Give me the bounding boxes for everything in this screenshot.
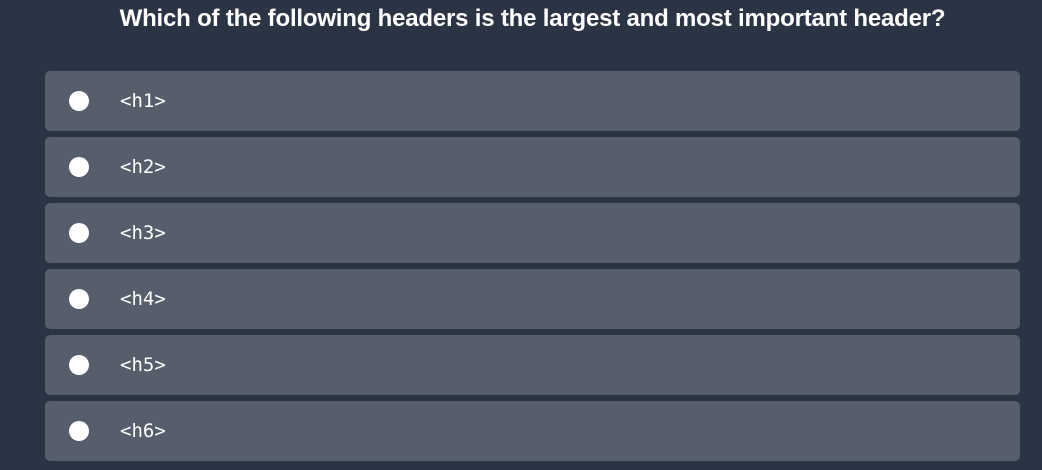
question-title: Which of the following headers is the la…: [119, 5, 946, 32]
radio-button[interactable]: [69, 421, 89, 441]
radio-button[interactable]: [69, 355, 89, 375]
radio-button[interactable]: [69, 157, 89, 177]
answer-option-h5[interactable]: <h5>: [45, 335, 1020, 395]
answer-option-label: <h5>: [120, 354, 166, 376]
answer-option-label: <h3>: [120, 222, 166, 244]
answer-options-list: <h1> <h2> <h3> <h4> <h5> <h6>: [45, 71, 1020, 467]
answer-option-label: <h2>: [120, 156, 166, 178]
answer-option-h1[interactable]: <h1>: [45, 71, 1020, 131]
answer-option-h4[interactable]: <h4>: [45, 269, 1020, 329]
answer-option-label: <h6>: [120, 420, 166, 442]
radio-button[interactable]: [69, 223, 89, 243]
answer-option-h2[interactable]: <h2>: [45, 137, 1020, 197]
answer-option-h3[interactable]: <h3>: [45, 203, 1020, 263]
answer-option-label: <h4>: [120, 288, 166, 310]
radio-button[interactable]: [69, 91, 89, 111]
answer-option-h6[interactable]: <h6>: [45, 401, 1020, 461]
answer-option-label: <h1>: [120, 90, 166, 112]
radio-button[interactable]: [69, 289, 89, 309]
